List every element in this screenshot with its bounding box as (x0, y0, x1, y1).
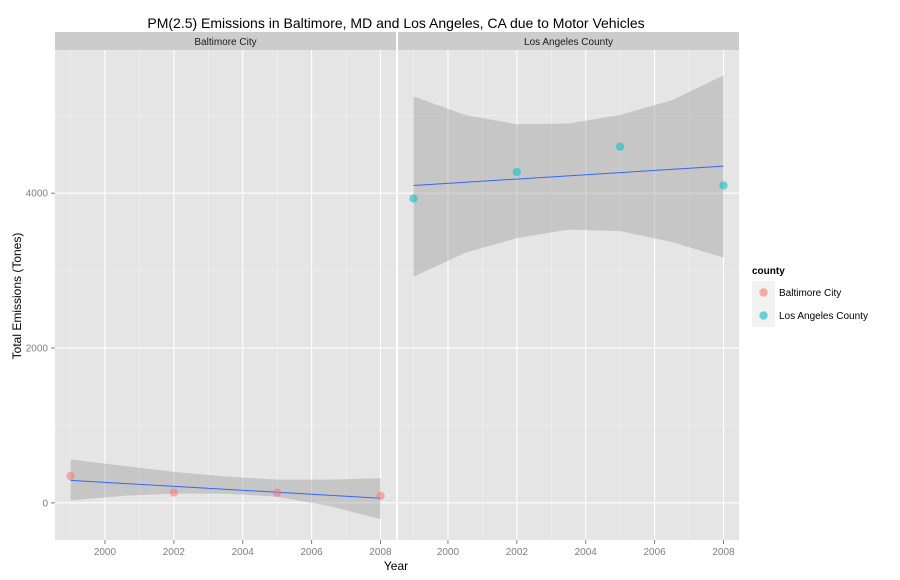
legend-swatch (759, 311, 768, 320)
x-tick-label: 2004 (575, 547, 598, 558)
y-tick-label: 4000 (26, 189, 49, 200)
y-axis-title: Total Emissions (Tones) (10, 233, 24, 360)
x-tick-label: 2008 (369, 547, 392, 558)
panel-background (55, 50, 396, 540)
x-tick-label: 2002 (163, 547, 186, 558)
legend-label: Baltimore City (779, 288, 841, 299)
data-point (719, 181, 728, 190)
x-axis-ticks: 2000 2002 2004 2006 2008 2000 2002 2004 2006 2008 (94, 540, 735, 558)
facet-panel-2: Los Angeles County (398, 32, 739, 540)
facet-panel-1: Baltimore City (55, 32, 396, 540)
data-point (272, 488, 282, 497)
chart-title: PM(2.5) Emissions in Baltimore, MD and L… (147, 15, 644, 31)
facet-strip (398, 32, 739, 50)
trend-line (70, 479, 381, 499)
data-point (66, 471, 75, 481)
y-tick-label: 0 (42, 498, 48, 509)
legend-items: Baltimore City Los Angeles County (752, 281, 868, 327)
x-tick-label: 2000 (437, 547, 460, 558)
y-axis-ticks: 0 2000 4000 (26, 189, 55, 509)
x-tick-label: 2004 (232, 547, 255, 558)
legend-swatch (759, 288, 768, 297)
data-point (409, 194, 418, 203)
data-point (376, 491, 385, 501)
facet-strip-label: Baltimore City (194, 37, 256, 48)
legend: county Baltimore City Los Angeles County (752, 266, 868, 327)
data-point (512, 167, 522, 177)
panel-background (398, 50, 739, 540)
facet-panels: Baltimore City Los Angeles County (55, 32, 739, 540)
x-tick-label: 2008 (712, 547, 735, 558)
y-tick-label: 2000 (26, 344, 49, 355)
trend-line (413, 165, 724, 186)
facet-strip-label: Los Angeles County (524, 37, 613, 48)
data-point (169, 488, 179, 497)
x-tick-label: 2002 (506, 547, 529, 558)
legend-label: Los Angeles County (779, 311, 868, 322)
x-tick-label: 2006 (643, 547, 666, 558)
x-tick-label: 2006 (300, 547, 323, 558)
legend-title: county (752, 266, 785, 277)
data-point (615, 142, 625, 151)
x-tick-label: 2000 (94, 547, 117, 558)
x-axis-title: Year (384, 559, 408, 573)
facet-strip (55, 32, 396, 50)
